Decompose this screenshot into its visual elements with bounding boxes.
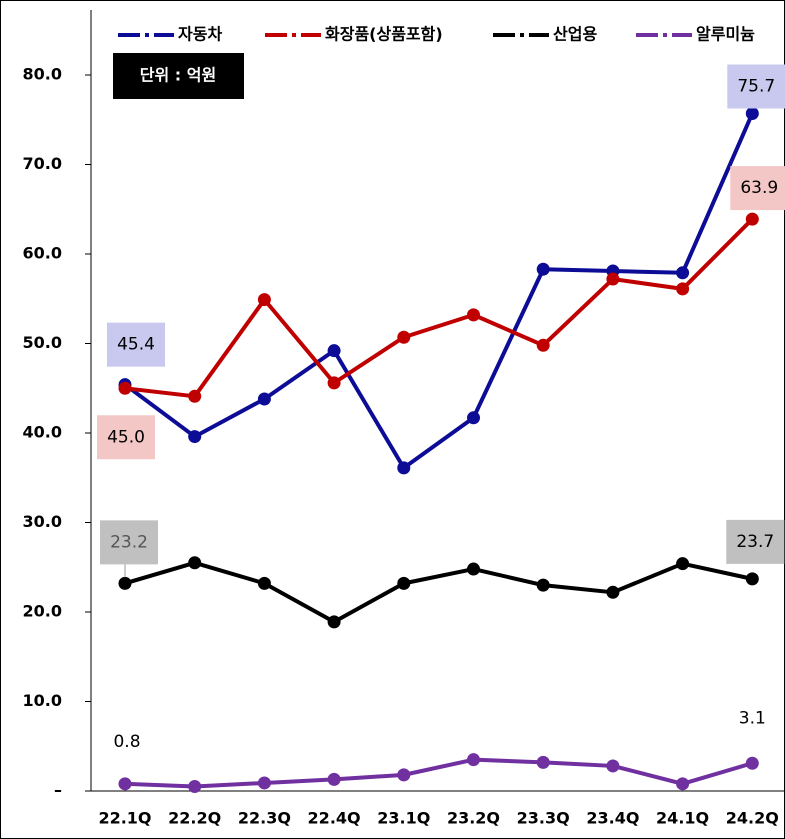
point <box>676 777 690 791</box>
y-tick-label: 10.0 <box>23 691 62 710</box>
series-line <box>124 757 753 789</box>
data-label: 3.1 <box>739 708 766 728</box>
point <box>536 338 550 352</box>
series-line <box>124 560 753 624</box>
point <box>745 756 759 770</box>
point <box>257 293 271 307</box>
x-tick-label: 23.2Q <box>447 809 500 828</box>
point <box>745 106 759 120</box>
annotation: 단위 : 억원 <box>140 66 216 85</box>
data-label: 63.9 <box>740 178 778 198</box>
point <box>188 780 202 794</box>
point <box>257 392 271 406</box>
x-tick-label: 24.1Q <box>656 809 709 828</box>
point <box>257 776 271 790</box>
point <box>536 755 550 769</box>
point <box>745 212 759 226</box>
series-line <box>124 217 754 399</box>
point <box>467 753 480 767</box>
point <box>257 576 271 590</box>
label-box <box>727 64 785 109</box>
point <box>536 262 550 276</box>
point <box>606 272 620 286</box>
point <box>118 777 132 791</box>
series-line <box>123 112 755 470</box>
point <box>327 772 341 786</box>
point <box>467 308 480 322</box>
annotation-box <box>113 53 244 99</box>
legend-label: 화장품(상품포함) <box>325 25 443 44</box>
data-label: 23.2 <box>110 532 148 552</box>
point <box>536 578 550 592</box>
x-tick-label: 24.2Q <box>726 809 779 828</box>
point <box>188 556 202 570</box>
y-tick-label: 60.0 <box>23 244 62 263</box>
label-box <box>730 166 785 211</box>
point <box>397 461 411 475</box>
point <box>327 376 341 390</box>
y-tick-label: – <box>54 781 62 800</box>
y-tick-label: 20.0 <box>23 602 62 621</box>
point <box>327 615 341 629</box>
y-tick-label: 80.0 <box>23 65 62 84</box>
point <box>676 266 690 280</box>
legend-label: 알루미늄 <box>696 25 755 44</box>
point <box>188 389 202 403</box>
x-tick-label: 22.2Q <box>168 809 221 828</box>
data-label: 45.0 <box>107 427 145 447</box>
point <box>327 344 341 358</box>
label-box <box>100 520 158 565</box>
point <box>397 330 411 344</box>
point <box>606 585 620 599</box>
data-label: 0.8 <box>113 732 140 752</box>
x-tick-label: 23.4Q <box>586 809 639 828</box>
point <box>397 576 411 590</box>
point <box>397 768 411 782</box>
label-box <box>107 322 165 367</box>
label-box <box>726 519 785 564</box>
point <box>467 562 480 576</box>
point <box>745 572 759 586</box>
label-box <box>97 415 155 460</box>
point <box>118 576 132 590</box>
y-tick-label: 40.0 <box>23 423 62 442</box>
point <box>188 430 202 444</box>
y-tick-label: 50.0 <box>23 333 62 352</box>
legend-label: 산업용 <box>553 25 597 44</box>
x-tick-label: 23.3Q <box>517 809 570 828</box>
x-tick-label: 22.1Q <box>98 809 151 828</box>
point <box>467 411 480 425</box>
x-tick-label: 22.3Q <box>238 809 291 828</box>
point <box>606 759 620 773</box>
x-tick-label: 23.1Q <box>377 809 430 828</box>
point <box>118 381 132 395</box>
point <box>676 282 690 296</box>
y-tick-label: 70.0 <box>23 154 62 173</box>
point <box>676 557 690 571</box>
x-tick-label: 22.4Q <box>308 809 361 828</box>
legend-label: 자동차 <box>178 25 222 44</box>
data-label: 75.7 <box>737 76 775 96</box>
y-tick-label: 30.0 <box>23 512 62 531</box>
data-label: 23.7 <box>736 532 774 552</box>
data-label: 45.4 <box>117 335 155 355</box>
